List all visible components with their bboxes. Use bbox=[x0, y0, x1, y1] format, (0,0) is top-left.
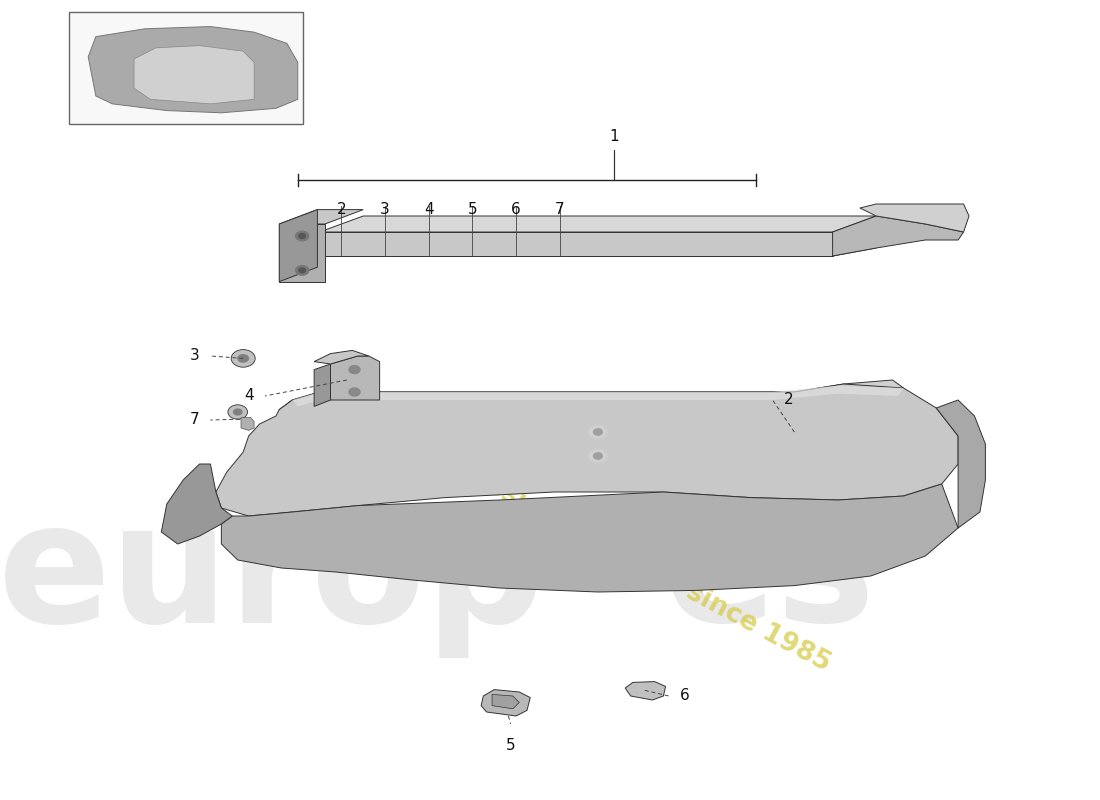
Polygon shape bbox=[216, 384, 958, 516]
Polygon shape bbox=[279, 210, 318, 282]
Polygon shape bbox=[279, 210, 363, 224]
Circle shape bbox=[590, 450, 607, 462]
Polygon shape bbox=[330, 356, 380, 400]
Polygon shape bbox=[625, 682, 666, 700]
Text: 5: 5 bbox=[506, 738, 516, 754]
Text: 2: 2 bbox=[783, 393, 793, 407]
Circle shape bbox=[590, 426, 607, 438]
Polygon shape bbox=[492, 694, 519, 709]
Circle shape bbox=[296, 231, 309, 241]
Circle shape bbox=[233, 408, 243, 416]
Text: 1: 1 bbox=[609, 129, 619, 144]
Polygon shape bbox=[279, 380, 903, 416]
Polygon shape bbox=[860, 204, 969, 232]
Polygon shape bbox=[241, 418, 254, 430]
Polygon shape bbox=[481, 690, 530, 716]
Text: 7: 7 bbox=[554, 202, 564, 217]
Circle shape bbox=[228, 405, 248, 419]
Circle shape bbox=[296, 266, 309, 275]
Polygon shape bbox=[293, 386, 903, 406]
Polygon shape bbox=[279, 224, 326, 282]
Circle shape bbox=[594, 429, 603, 435]
Circle shape bbox=[594, 453, 603, 459]
Text: 6: 6 bbox=[512, 202, 521, 217]
Polygon shape bbox=[320, 248, 877, 256]
Text: europ: europ bbox=[0, 494, 546, 658]
Polygon shape bbox=[88, 26, 298, 113]
Polygon shape bbox=[221, 484, 958, 592]
Text: 7: 7 bbox=[190, 413, 199, 427]
FancyBboxPatch shape bbox=[68, 12, 304, 124]
Polygon shape bbox=[315, 364, 330, 406]
Text: 4: 4 bbox=[244, 389, 254, 403]
Circle shape bbox=[349, 388, 360, 396]
Text: a passion for parts since 1985: a passion for parts since 1985 bbox=[426, 443, 835, 677]
Polygon shape bbox=[162, 464, 232, 544]
Polygon shape bbox=[320, 232, 833, 256]
Polygon shape bbox=[936, 400, 986, 528]
Text: 3: 3 bbox=[190, 349, 199, 363]
Polygon shape bbox=[315, 350, 368, 364]
Polygon shape bbox=[833, 216, 964, 256]
Polygon shape bbox=[134, 46, 254, 104]
Circle shape bbox=[238, 354, 250, 362]
Polygon shape bbox=[320, 216, 877, 232]
Circle shape bbox=[349, 366, 360, 374]
Text: es: es bbox=[663, 494, 876, 658]
Circle shape bbox=[299, 234, 306, 238]
Circle shape bbox=[231, 350, 255, 367]
Text: 6: 6 bbox=[680, 689, 690, 703]
Circle shape bbox=[299, 268, 306, 273]
Text: 5: 5 bbox=[468, 202, 477, 217]
Text: 2: 2 bbox=[337, 202, 346, 217]
Text: 4: 4 bbox=[424, 202, 433, 217]
Text: 3: 3 bbox=[381, 202, 390, 217]
